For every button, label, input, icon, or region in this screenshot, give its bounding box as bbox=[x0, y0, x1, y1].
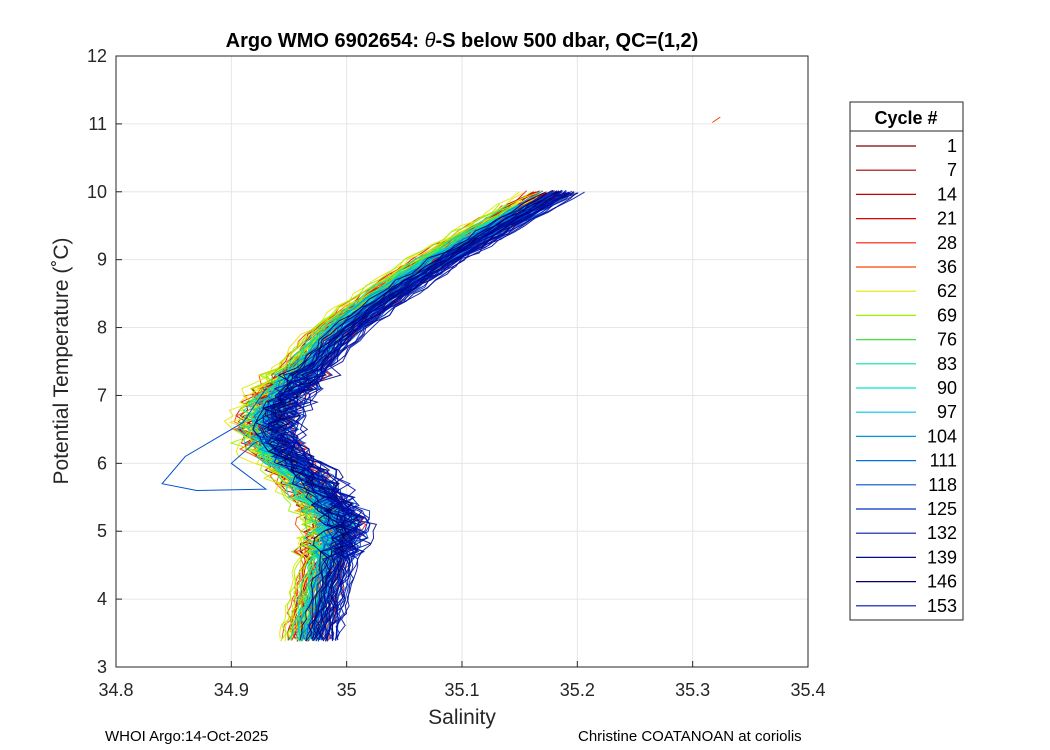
x-axis-ticks: 34.8 34.9 35 35.1 35.2 35.3 35.4 bbox=[98, 661, 826, 700]
footer-right: Christine COATANOAN at coriolis bbox=[578, 728, 802, 745]
y-axis-label: Potential Temperature (˚C) bbox=[50, 237, 73, 484]
profile-segment-36-top bbox=[712, 116, 721, 123]
y-tick-label: 9 bbox=[97, 250, 107, 270]
legend-label: 111 bbox=[930, 451, 957, 471]
profile-line-cycle-139 bbox=[292, 192, 577, 641]
legend-label: 62 bbox=[937, 281, 957, 301]
axes: 34.8 34.9 35 35.1 35.2 35.3 35.4 3 4 5 6 7 8 9 10 11 12 bbox=[87, 46, 826, 700]
profile-line-cycle-153 bbox=[271, 189, 567, 641]
legend-label: 97 bbox=[937, 402, 957, 422]
y-tick-label: 12 bbox=[87, 46, 107, 66]
profile-line-cycle-153 bbox=[284, 192, 570, 640]
x-tick-label: 35.3 bbox=[675, 680, 710, 700]
legend-label: 153 bbox=[927, 596, 957, 616]
x-axis-label: Salinity bbox=[428, 706, 496, 729]
legend-label: 14 bbox=[937, 184, 957, 204]
profile-line-cycle-153 bbox=[285, 191, 585, 640]
y-tick-label: 11 bbox=[88, 114, 107, 134]
chart-title: Argo WMO 6902654: θ-S below 500 dbar, QC… bbox=[226, 30, 699, 52]
profile-line-cycle-139 bbox=[279, 192, 578, 641]
legend-title: Cycle # bbox=[874, 108, 937, 128]
x-tick-label: 35.1 bbox=[444, 680, 479, 700]
y-tick-label: 6 bbox=[97, 453, 107, 473]
legend-label: 36 bbox=[937, 257, 957, 277]
legend-label: 118 bbox=[928, 475, 957, 495]
legend: Cycle # 17142128366269768390971041111181… bbox=[849, 101, 964, 621]
profile-line-cycle-146 bbox=[272, 191, 569, 642]
y-tick-label: 8 bbox=[97, 318, 107, 338]
legend-entries: 1 7 14 21 28 36 62 69 76 83 90 97 104 111 118 125 132 139… bbox=[856, 136, 957, 616]
y-axis-ticks: 3 4 5 6 7 8 9 10 11 12 bbox=[87, 46, 122, 677]
y-tick-label: 3 bbox=[97, 657, 107, 677]
legend-label: 146 bbox=[927, 572, 957, 592]
legend-label: 1 bbox=[947, 136, 957, 156]
profile-segment-118-excursion bbox=[161, 388, 290, 492]
legend-label: 90 bbox=[937, 378, 957, 398]
profile-line-cycle-62 bbox=[223, 191, 520, 639]
profile-line-cycle-153 bbox=[267, 191, 561, 641]
y-tick-label: 7 bbox=[97, 385, 107, 405]
legend-label: 139 bbox=[927, 547, 957, 567]
x-tick-label: 34.8 bbox=[98, 680, 133, 700]
profile-line-cycle-146 bbox=[272, 192, 566, 642]
profile-line-cycle-146 bbox=[252, 191, 546, 641]
grid bbox=[116, 56, 808, 667]
x-tick-label: 35.4 bbox=[790, 680, 825, 700]
y-tick-label: 4 bbox=[97, 589, 107, 609]
y-tick-label: 5 bbox=[97, 521, 107, 541]
profile-line-cycle-36 bbox=[233, 204, 503, 639]
profile-line-cycle-146 bbox=[254, 192, 548, 642]
x-tick-label: 35 bbox=[337, 680, 357, 700]
profile-line-cycle-69 bbox=[237, 206, 510, 641]
profile-line-cycle-153 bbox=[262, 190, 558, 642]
legend-label: 104 bbox=[927, 426, 957, 446]
footer-left: WHOI Argo:14-Oct-2025 bbox=[105, 728, 268, 745]
legend-label: 125 bbox=[927, 499, 957, 519]
profile-line-cycle-104 bbox=[256, 192, 551, 640]
legend-label: 83 bbox=[937, 354, 957, 374]
y-tick-label: 10 bbox=[87, 182, 107, 202]
legend-label: 76 bbox=[937, 330, 957, 350]
legend-label: 21 bbox=[937, 209, 957, 229]
legend-label: 28 bbox=[937, 233, 957, 253]
series-layer bbox=[161, 116, 721, 642]
x-tick-label: 34.9 bbox=[214, 680, 249, 700]
legend-label: 7 bbox=[947, 160, 957, 180]
legend-label: 69 bbox=[937, 305, 957, 325]
x-tick-label: 35.2 bbox=[560, 680, 595, 700]
legend-label: 132 bbox=[927, 523, 957, 543]
profile-line-cycle-90 bbox=[240, 205, 517, 639]
